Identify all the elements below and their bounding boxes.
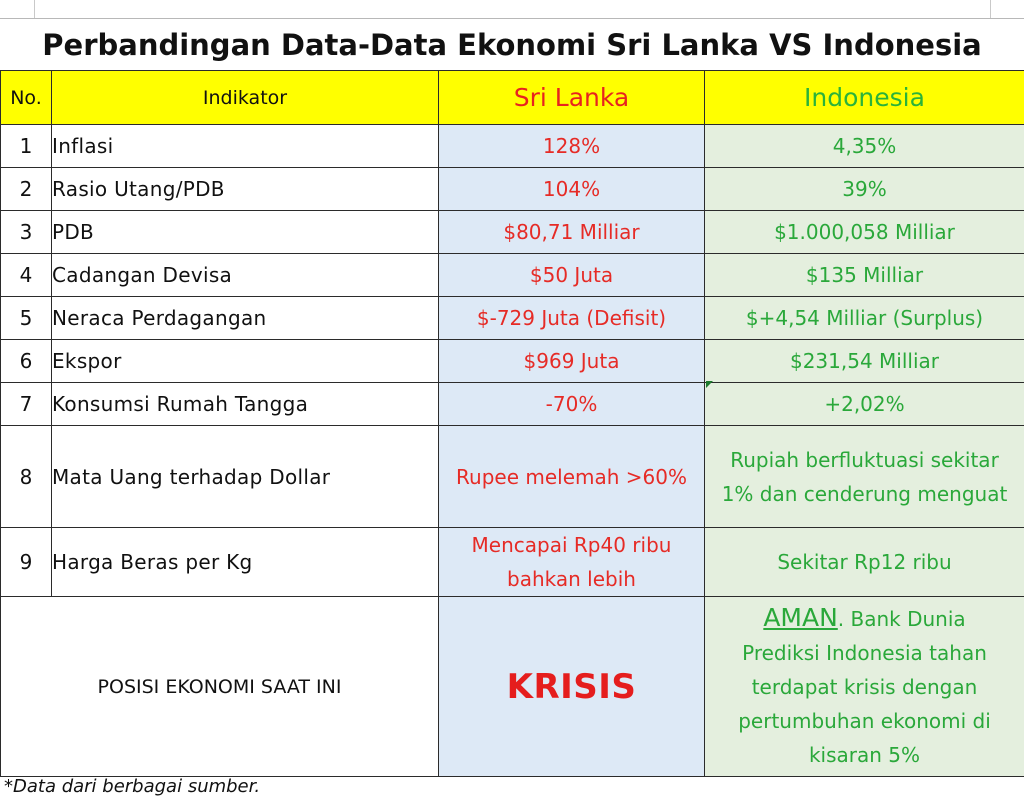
table-row: 9 Harga Beras per Kg Mencapai Rp40 ribu … [0,527,1024,597]
sri-lanka-position: KRISIS [438,596,705,777]
grid-line [990,0,991,18]
row-number: 6 [0,339,52,383]
sri-lanka-value: -70% [438,382,705,426]
grid-line [34,0,35,18]
row-number: 4 [0,253,52,297]
header-indikator: Indikator [51,70,439,125]
header-sri-lanka: Sri Lanka [438,70,705,125]
sri-lanka-value-line: Mencapai Rp40 ribu [471,533,672,557]
comparison-table: No. Indikator Sri Lanka Indonesia 1 Infl… [0,70,1024,777]
table-row: 1 Inflasi 128% 4,35% [0,124,1024,168]
indicator-label: Inflasi [51,124,439,168]
table-row: 6 Ekspor $969 Juta $231,54 Milliar [0,339,1024,383]
indonesia-value: $1.000,058 Milliar [704,210,1024,254]
sri-lanka-value: $50 Juta [438,253,705,297]
row-number: 9 [0,527,52,597]
indonesia-value: 4,35% [704,124,1024,168]
table-row: 5 Neraca Perdagangan $-729 Juta (Defisit… [0,296,1024,340]
indonesia-value: 39% [704,167,1024,211]
indonesia-value: $135 Milliar [704,253,1024,297]
position-label: POSISI EKONOMI SAAT INI [0,596,439,777]
indonesia-value: $231,54 Milliar [704,339,1024,383]
indonesia-value: +2,02% [704,382,1024,426]
header-indonesia: Indonesia [704,70,1024,125]
sri-lanka-value: Rupee melemah >60% [438,425,705,528]
row-number: 1 [0,124,52,168]
indonesia-position-line: kisaran 5% [808,743,921,767]
sri-lanka-value-line: bahkan lebih [507,567,636,591]
indonesia-value: Rupiah berfluktuasi sekitar 1% dan cende… [704,425,1024,528]
sri-lanka-value: $80,71 Milliar [438,210,705,254]
indicator-label: Mata Uang terhadap Dollar [51,425,439,528]
indonesia-position-line: pertumbuhan ekonomi di [738,709,991,733]
indonesia-position-line: AMAN. Bank Dunia [706,601,1024,636]
table-row: 7 Konsumsi Rumah Tangga -70% +2,02% [0,382,1024,426]
cell-comment-marker [706,381,713,388]
indonesia-value: $+4,54 Milliar (Surplus) [704,296,1024,340]
row-number: 3 [0,210,52,254]
row-number: 5 [0,296,52,340]
row-number: 2 [0,167,52,211]
footnote: *Data dari berbagai sumber. [4,776,261,797]
sri-lanka-value: 104% [438,167,705,211]
sri-lanka-value: $-729 Juta (Defisit) [438,296,705,340]
table-row: 2 Rasio Utang/PDB 104% 39% [0,167,1024,211]
header-no: No. [0,70,52,125]
indonesia-value-line: 1% dan cenderung menguat [721,481,1008,506]
table-row: 8 Mata Uang terhadap Dollar Rupee melema… [0,425,1024,528]
indicator-label: Ekspor [51,339,439,383]
indonesia-position-line: Prediksi Indonesia tahan [742,641,987,665]
sheet-top-strip [0,0,1024,18]
position-row: POSISI EKONOMI SAAT INI KRISIS AMAN. Ban… [0,596,1024,777]
krisis-label: KRISIS [506,666,637,707]
indicator-label: Rasio Utang/PDB [51,167,439,211]
page-title: Perbandingan Data-Data Ekonomi Sri Lanka… [0,18,1024,70]
table-row: 3 PDB $80,71 Milliar $1.000,058 Milliar [0,210,1024,254]
sri-lanka-value: 128% [438,124,705,168]
row-number: 8 [0,425,52,528]
indicator-label: Neraca Perdagangan [51,296,439,340]
indonesia-value-line: Rupiah berfluktuasi sekitar [730,447,999,472]
header-row: No. Indikator Sri Lanka Indonesia [0,70,1024,125]
indonesia-position-line: terdapat krisis dengan [751,675,978,699]
sri-lanka-value: Mencapai Rp40 ribu bahkan lebih [438,527,705,597]
indicator-label: Konsumsi Rumah Tangga [51,382,439,426]
indicator-label: Harga Beras per Kg [51,527,439,597]
indonesia-position: AMAN. Bank Dunia Prediksi Indonesia taha… [704,596,1024,777]
aman-label: AMAN [763,603,838,632]
indonesia-value: Sekitar Rp12 ribu [704,527,1024,597]
row-number: 7 [0,382,52,426]
sri-lanka-value: $969 Juta [438,339,705,383]
indicator-label: PDB [51,210,439,254]
indicator-label: Cadangan Devisa [51,253,439,297]
indonesia-position-text: . Bank Dunia [837,607,966,631]
table-row: 4 Cadangan Devisa $50 Juta $135 Milliar [0,253,1024,297]
